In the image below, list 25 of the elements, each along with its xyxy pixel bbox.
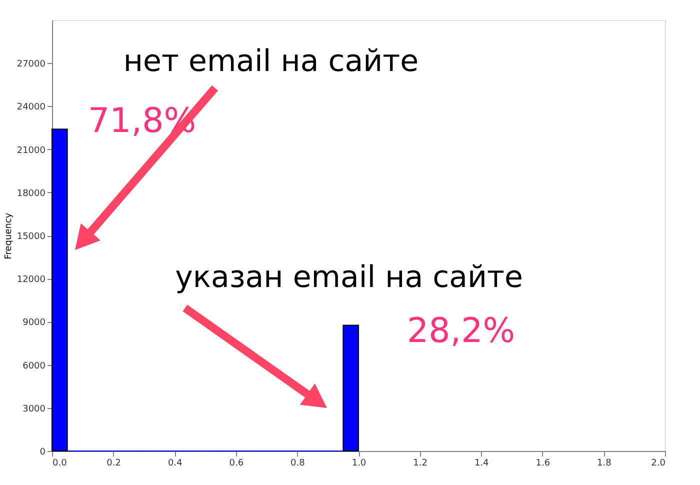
x-tick-label: 1.2	[413, 458, 428, 468]
x-tick-label: 2.0	[651, 458, 666, 468]
y-tick-label: 24000	[16, 102, 46, 113]
y-tick-label: 0	[40, 448, 46, 458]
annotation: нет email на сайте	[123, 44, 419, 79]
y-tick-label: 15000	[16, 232, 46, 242]
x-tick-label: 0.0	[52, 458, 68, 468]
x-tick-label: 0.8	[290, 458, 306, 468]
x-tick-label: 0.4	[168, 458, 183, 468]
y-tick-label: 9000	[22, 318, 46, 328]
x-tick-label: 0.6	[229, 458, 244, 468]
y-tick-label: 18000	[16, 188, 46, 199]
y-tick-label: 21000	[16, 146, 46, 156]
y-tick-label: 27000	[16, 60, 46, 70]
x-tick-label: 1.6	[536, 458, 550, 468]
x-tick-label: 1.8	[597, 458, 612, 468]
x-tick-label: 1.0	[352, 458, 366, 468]
x-tick-label: 1.4	[474, 458, 490, 468]
annotation: 28,2%	[406, 311, 516, 351]
y-tick-label: 3000	[22, 404, 46, 414]
y-axis-title: Frequency	[4, 212, 14, 260]
y-tick-label: 6000	[22, 361, 46, 372]
annotation: указан email на сайте	[175, 260, 523, 295]
x-tick-label: 0.2	[106, 458, 121, 468]
y-tick-label: 12000	[16, 275, 46, 286]
